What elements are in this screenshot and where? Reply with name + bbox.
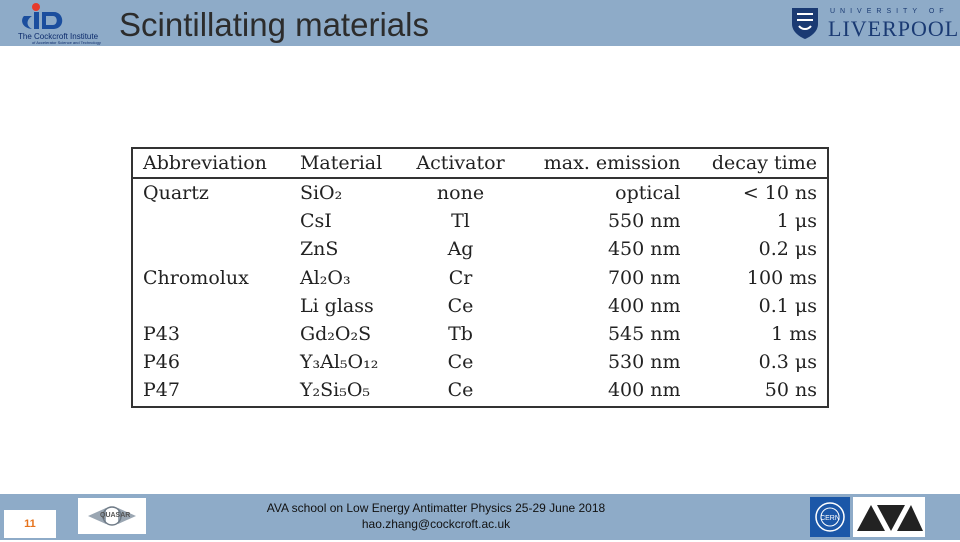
cell-decay: 50 ns xyxy=(764,379,817,402)
cell-abbreviation xyxy=(133,235,290,263)
cell-material: Al₂O₃ xyxy=(299,266,351,289)
data-table: Abbreviation Material Activator max. emi… xyxy=(133,149,827,405)
table-row: ZnS Ag 450 nm 0.2 μs xyxy=(133,235,827,263)
cell-emission: optical xyxy=(615,182,681,205)
table-row: CsI Tl 550 nm 1 μs xyxy=(133,207,827,235)
cell-abbreviation xyxy=(133,207,290,235)
cockcroft-logo-icon xyxy=(22,3,63,29)
cell-abbreviation xyxy=(133,292,290,320)
cell-activator: Tb xyxy=(448,323,473,346)
cockcroft-institute-logo: The Cockcroft Institute of Accelerator S… xyxy=(12,2,116,45)
liverpool-logo: UNIVERSITY OF LIVERPOOL xyxy=(790,6,958,41)
cell-emission: 400 nm xyxy=(607,379,681,402)
cell-activator: Ce xyxy=(447,379,474,402)
cell-decay: 0.1 μs xyxy=(758,294,817,317)
cern-label: CERN xyxy=(820,515,840,522)
footer-bar xyxy=(0,494,960,540)
page-title: Scintillating materials xyxy=(119,6,429,43)
ava-logo-icon xyxy=(857,505,923,531)
cell-emission: 545 nm xyxy=(607,323,681,346)
table-row: Chromolux Al₂O₃ Cr 700 nm 100 ms xyxy=(133,264,827,292)
cell-material: Y₂Si₅O₅ xyxy=(299,379,371,402)
quasar-logo: QUASAR xyxy=(78,498,146,534)
page-number: 11 xyxy=(4,510,56,538)
cell-activator: Cr xyxy=(448,266,473,289)
cell-abbreviation: P43 xyxy=(143,323,180,346)
cell-activator: none xyxy=(436,182,485,205)
cell-decay: 100 ms xyxy=(746,266,817,289)
cell-material: ZnS xyxy=(299,238,339,261)
cell-activator: Ag xyxy=(447,238,474,261)
table-row: P46 Y₃Al₅O₁₂ Ce 530 nm 0.3 μs xyxy=(133,348,827,376)
scintillator-table: Abbreviation Material Activator max. emi… xyxy=(131,147,829,408)
cell-material: CsI xyxy=(299,210,332,233)
cern-logo: CERN xyxy=(810,497,850,537)
column-header: Activator xyxy=(401,149,520,179)
cell-emission: 450 nm xyxy=(607,238,681,261)
cell-material: Li glass xyxy=(299,294,374,317)
cell-decay: 1 μs xyxy=(776,210,817,233)
institute-name: The Cockcroft Institute xyxy=(18,32,99,41)
cell-abbreviation: P46 xyxy=(143,351,180,374)
footer-event-line: AVA school on Low Energy Antimatter Phys… xyxy=(266,501,606,515)
table-row: Li glass Ce 400 nm 0.1 μs xyxy=(133,292,827,320)
institute-subtitle: of Accelerator Science and Technology xyxy=(32,40,101,45)
table-row: P43 Gd₂O₂S Tb 545 nm 1 ms xyxy=(133,320,827,348)
cell-material: SiO₂ xyxy=(299,182,343,205)
cell-emission: 530 nm xyxy=(607,351,681,374)
cell-decay: 1 ms xyxy=(771,323,817,346)
quasar-label: QUASAR xyxy=(100,512,131,519)
university-name: LIVERPOOL xyxy=(828,16,960,41)
footer-email-line: hao.zhang@cockcroft.ac.uk xyxy=(361,517,511,531)
quasar-logo-icon xyxy=(88,506,136,526)
cell-abbreviation: Quartz xyxy=(143,182,209,205)
cell-activator: Ce xyxy=(447,351,474,374)
cell-abbreviation: Chromolux xyxy=(143,266,249,289)
column-header: decay time xyxy=(690,149,827,179)
ava-logo xyxy=(853,497,925,537)
cell-emission: 400 nm xyxy=(607,294,681,317)
column-header: Abbreviation xyxy=(133,149,290,179)
liverpool-shield-icon xyxy=(792,8,818,39)
table-row: Quartz SiO₂ none optical < 10 ns xyxy=(133,178,827,207)
footer-text: AVA school on Low Energy Antimatter Phys… xyxy=(200,500,672,532)
cell-decay: < 10 ns xyxy=(742,182,817,205)
cell-emission: 550 nm xyxy=(607,210,681,233)
cell-activator: Ce xyxy=(447,294,474,317)
table-row: P47 Y₂Si₅O₅ Ce 400 nm 50 ns xyxy=(133,376,827,404)
cell-abbreviation: P47 xyxy=(143,379,180,402)
cell-material: Y₃Al₅O₁₂ xyxy=(299,351,379,374)
table-header-row: Abbreviation Material Activator max. emi… xyxy=(133,149,827,179)
university-of-label: UNIVERSITY OF xyxy=(830,8,949,15)
cell-decay: 0.3 μs xyxy=(758,351,817,374)
cell-decay: 0.2 μs xyxy=(758,238,817,261)
column-header: Material xyxy=(289,149,402,179)
cell-material: Gd₂O₂S xyxy=(299,323,372,346)
cern-logo-icon: CERN xyxy=(815,502,845,532)
cell-activator: Tl xyxy=(451,210,470,233)
cell-emission: 700 nm xyxy=(607,266,681,289)
column-header: max. emission xyxy=(519,149,691,179)
